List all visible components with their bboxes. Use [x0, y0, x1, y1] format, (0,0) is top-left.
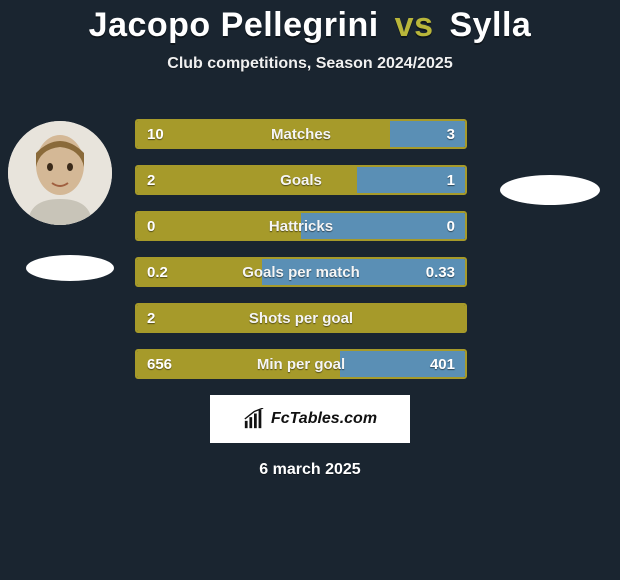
stat-bar-left [137, 351, 340, 377]
stat-bar-right [357, 167, 465, 193]
player1-avatar [8, 121, 112, 225]
stat-bar-left [137, 121, 390, 147]
player1-flag [26, 255, 114, 281]
stat-bar-left [137, 167, 357, 193]
stat-bar-right [340, 351, 465, 377]
comparison-card: Jacopo Pellegrini vs Sylla Club competit… [0, 0, 620, 479]
stat-bars: Matches103 Goals21 Hattricks00 Goals per ma… [135, 119, 467, 395]
brand-badge: FcTables.com [210, 395, 410, 443]
vs-separator: vs [395, 6, 434, 44]
brand-logo-icon [243, 408, 265, 430]
subtitle: Club competitions, Season 2024/2025 [0, 55, 620, 73]
stat-bar-left [137, 305, 465, 331]
stat-row: Goals21 [135, 165, 467, 195]
avatar-placeholder-icon [8, 121, 112, 225]
stat-bar-left [137, 213, 301, 239]
player2-name: Sylla [449, 6, 531, 44]
stat-row: Hattricks00 [135, 211, 467, 241]
stat-row: Shots per goal2 [135, 303, 467, 333]
player1-name: Jacopo Pellegrini [89, 6, 379, 44]
date-label: 6 march 2025 [0, 461, 620, 479]
comparison-grid: Matches103 Goals21 Hattricks00 Goals per ma… [0, 101, 620, 391]
brand-text: FcTables.com [271, 410, 377, 428]
stat-row: Matches103 [135, 119, 467, 149]
stat-row: Min per goal656401 [135, 349, 467, 379]
title: Jacopo Pellegrini vs Sylla [0, 6, 620, 45]
stat-bar-right [301, 213, 465, 239]
stat-bar-left [137, 259, 262, 285]
player2-flag [500, 175, 600, 205]
stat-bar-right [390, 121, 465, 147]
stat-row: Goals per match0.20.33 [135, 257, 467, 287]
stat-bar-right [262, 259, 465, 285]
